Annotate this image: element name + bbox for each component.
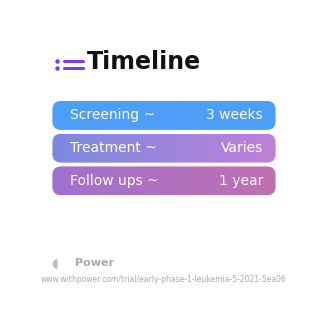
Text: Screening ~: Screening ~ xyxy=(70,109,155,122)
Text: ◖: ◖ xyxy=(52,257,58,270)
Text: Follow ups ~: Follow ups ~ xyxy=(70,174,158,188)
Text: Power: Power xyxy=(75,258,114,268)
Text: www.withpower.com/trial/early-phase-1-leukemia-5-2021-5ea06: www.withpower.com/trial/early-phase-1-le… xyxy=(41,275,287,284)
Text: 1 year: 1 year xyxy=(219,174,263,188)
Text: Varies: Varies xyxy=(221,141,263,155)
Text: Timeline: Timeline xyxy=(87,50,201,74)
Text: Treatment ~: Treatment ~ xyxy=(70,141,156,155)
Text: 3 weeks: 3 weeks xyxy=(206,109,263,122)
